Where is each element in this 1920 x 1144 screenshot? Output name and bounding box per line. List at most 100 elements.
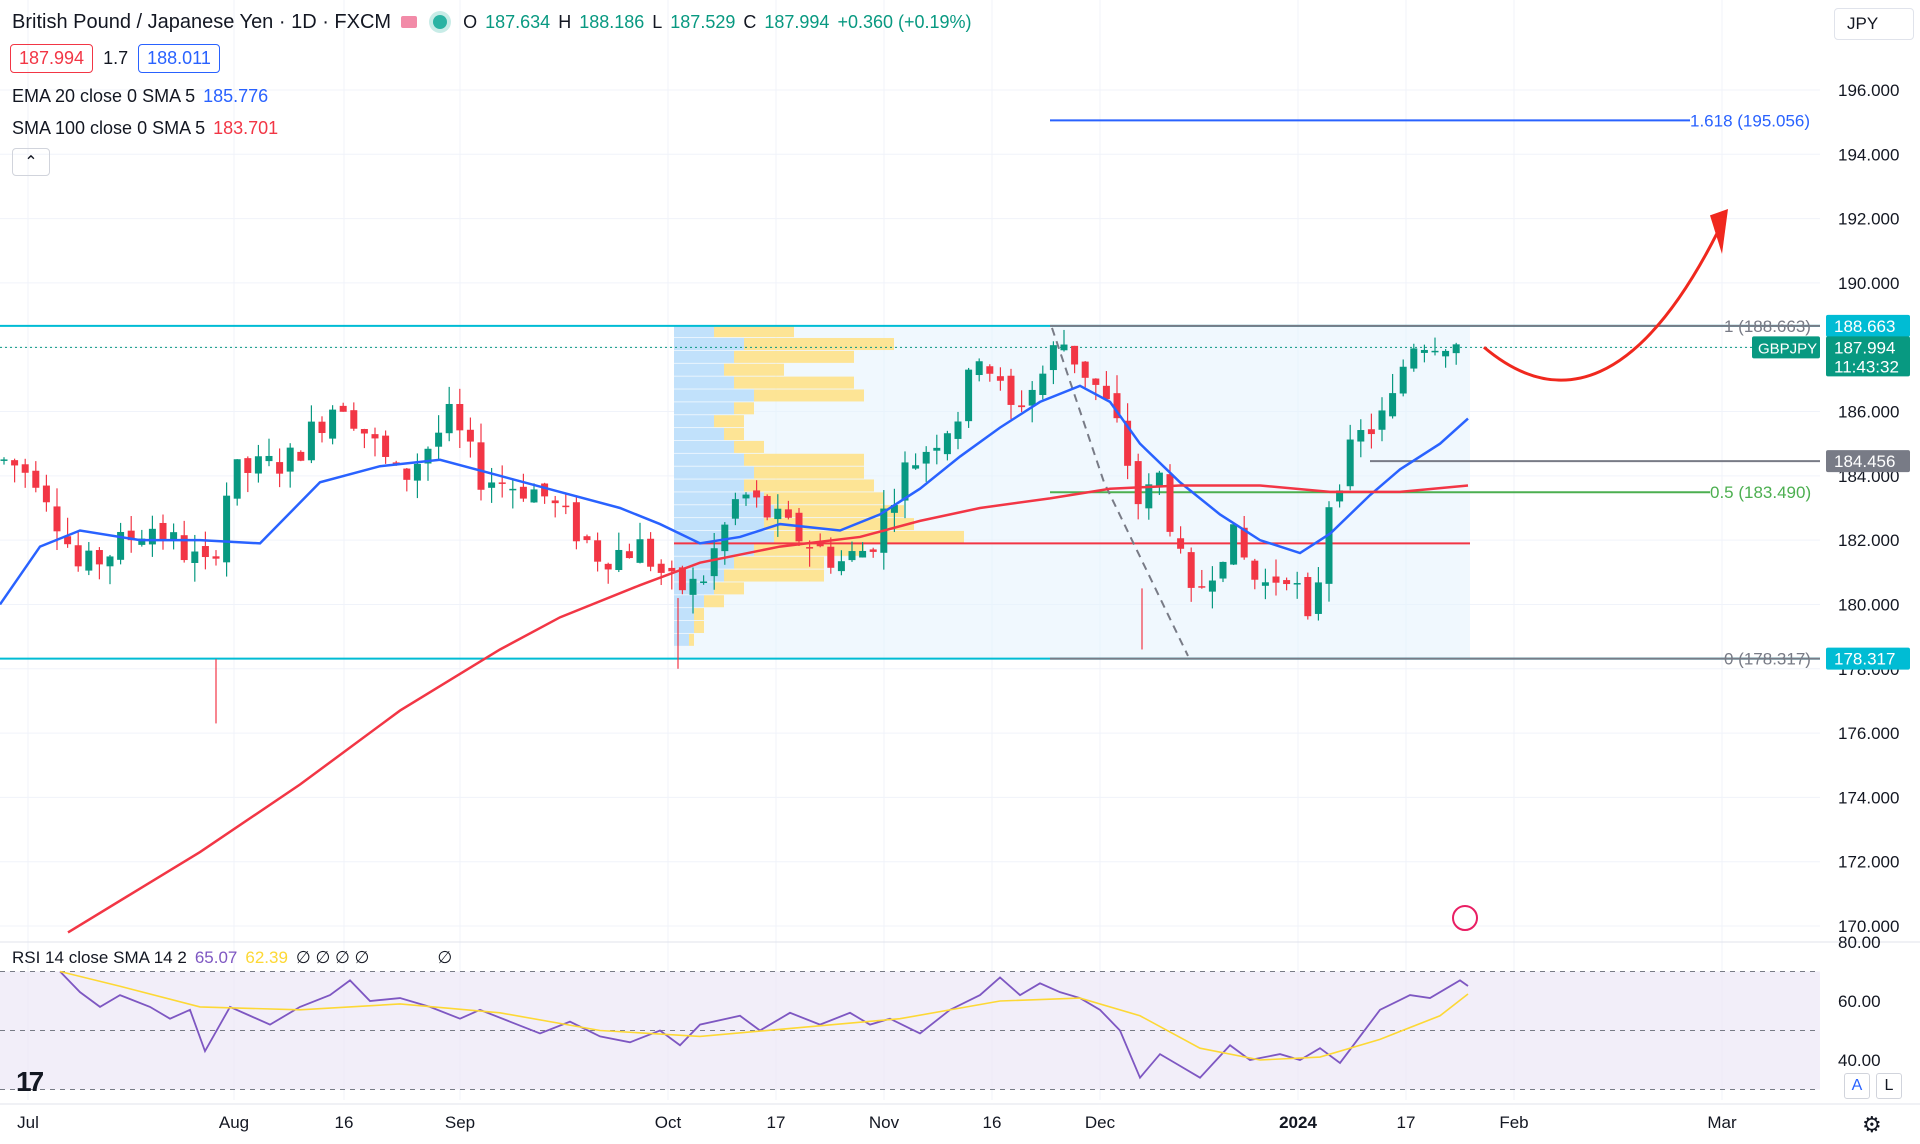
candle-body bbox=[244, 458, 252, 473]
volume-profile-bar bbox=[674, 350, 734, 363]
candle-body bbox=[615, 549, 623, 571]
candle-body bbox=[74, 545, 82, 567]
candle-body bbox=[519, 486, 527, 499]
symbol-title[interactable]: British Pound / Japanese Yen · 1D · FXCM bbox=[12, 10, 392, 33]
time-axis-label: Oct bbox=[655, 1113, 682, 1132]
time-axis-label: Dec bbox=[1085, 1113, 1116, 1132]
candle-body bbox=[933, 447, 941, 451]
candle-body bbox=[816, 543, 824, 547]
candle-body bbox=[1431, 350, 1439, 353]
collapse-legend-button[interactable]: ⌃ bbox=[12, 148, 50, 176]
volume-profile-bar bbox=[674, 428, 724, 441]
candle-body bbox=[551, 500, 559, 504]
time-axis-label: 2024 bbox=[1279, 1113, 1317, 1132]
volume-profile-bar bbox=[754, 389, 864, 402]
rsi-value: 65.07 bbox=[194, 948, 238, 967]
candle-body bbox=[859, 550, 867, 558]
projection-arrowhead bbox=[1710, 208, 1728, 254]
rsi-sma-line bbox=[59, 970, 1469, 1061]
countdown-tag: 11:43:32 bbox=[1834, 357, 1899, 376]
candle-body bbox=[265, 455, 273, 462]
rsi-tick-label: 40.00 bbox=[1838, 1051, 1881, 1070]
candle-body bbox=[986, 366, 994, 374]
high-value: 188.186 bbox=[579, 11, 645, 32]
volume-profile-bar bbox=[724, 569, 824, 582]
buy-price-button[interactable]: 188.011 bbox=[138, 44, 220, 73]
volume-profile-bar bbox=[734, 440, 764, 453]
volume-profile-bar bbox=[744, 479, 874, 492]
sma-value: 183.701 bbox=[213, 118, 279, 138]
candle-body bbox=[943, 433, 951, 455]
settings-gear-icon[interactable]: ⚙ bbox=[1862, 1112, 1882, 1137]
rsi-hidden-values: ∅ ∅ ∅ ∅ bbox=[295, 948, 370, 967]
candle-body bbox=[753, 490, 761, 498]
volume-profile-bar bbox=[724, 363, 784, 376]
candle-body bbox=[1007, 375, 1015, 405]
volume-profile-bar bbox=[674, 620, 694, 633]
candle-body bbox=[42, 485, 50, 503]
candle-body bbox=[276, 462, 284, 474]
price-tick-label: 190.000 bbox=[1838, 274, 1899, 293]
ema-line bbox=[0, 384, 1469, 606]
candle-body bbox=[922, 451, 930, 464]
candle-body bbox=[1124, 420, 1132, 466]
volume-profile-bar bbox=[714, 325, 794, 338]
rsi-tick-label: 60.00 bbox=[1838, 992, 1881, 1011]
spread-value: 1.7 bbox=[103, 48, 129, 68]
currency-selector[interactable]: JPY bbox=[1834, 8, 1914, 40]
candle-body bbox=[1399, 366, 1407, 394]
volume-profile-bar bbox=[734, 402, 754, 415]
candle-body bbox=[996, 376, 1004, 381]
candle-body bbox=[1071, 345, 1079, 365]
candle-body bbox=[53, 506, 61, 532]
volume-profile-bar bbox=[674, 505, 774, 518]
chart-header: British Pound / Japanese Yen · 1D · FXCM… bbox=[12, 8, 972, 36]
volume-profile-bar bbox=[774, 505, 904, 518]
price-axis bbox=[1820, 0, 1920, 1144]
rsi-legend[interactable]: RSI 14 close SMA 14 2 65.07 62.39 ∅ ∅ ∅ … bbox=[12, 948, 452, 968]
candle-body bbox=[254, 456, 262, 474]
candle-body bbox=[191, 551, 199, 563]
volume-profile-bar bbox=[674, 595, 704, 608]
log-scale-button[interactable]: L bbox=[1876, 1073, 1902, 1099]
volume-profile-bar bbox=[674, 608, 694, 621]
high-price-tag-box bbox=[1826, 314, 1910, 337]
tradingview-logo[interactable]: 17 bbox=[16, 1066, 44, 1097]
candle-body bbox=[774, 508, 782, 520]
sell-price-button[interactable]: 187.994 bbox=[10, 44, 94, 73]
candle-body bbox=[572, 502, 580, 542]
candle-body bbox=[297, 451, 305, 461]
candle-body bbox=[201, 546, 209, 558]
candle-body bbox=[965, 369, 973, 422]
candle-body bbox=[912, 465, 920, 469]
volume-profile-bar bbox=[674, 389, 754, 402]
ema-legend[interactable]: EMA 20 close 0 SMA 5 185.776 bbox=[12, 86, 268, 107]
candle-body bbox=[869, 549, 877, 552]
candle-body bbox=[95, 550, 103, 565]
fib-0-label: 0 (178.317) bbox=[1724, 650, 1811, 669]
open-key: O bbox=[463, 11, 478, 32]
candle-body bbox=[466, 429, 474, 442]
candle-body bbox=[85, 550, 93, 571]
volume-profile-bar bbox=[674, 376, 734, 389]
volume-profile-bar bbox=[724, 428, 744, 441]
candle-body bbox=[657, 563, 665, 573]
candle-body bbox=[1208, 580, 1216, 592]
candle-body bbox=[647, 538, 655, 567]
volume-profile-bar bbox=[674, 518, 764, 531]
open-value: 187.634 bbox=[485, 11, 551, 32]
auto-scale-button[interactable]: A bbox=[1844, 1073, 1870, 1099]
price-tick-label: 172.000 bbox=[1838, 853, 1899, 872]
rsi-sma-value: 62.39 bbox=[245, 948, 288, 967]
candle-body bbox=[1261, 582, 1269, 586]
volume-profile-bar bbox=[764, 492, 884, 505]
price-tick-label: 170.000 bbox=[1838, 917, 1899, 936]
sma-legend[interactable]: SMA 100 close 0 SMA 5 183.701 bbox=[12, 118, 278, 139]
flag-icon[interactable] bbox=[401, 16, 418, 28]
low-price-tag: 178.317 bbox=[1834, 650, 1895, 669]
candle-body bbox=[1336, 490, 1344, 502]
mid-price-tag: 184.456 bbox=[1834, 452, 1895, 471]
candle-body bbox=[583, 536, 591, 541]
price-tick-label: 182.000 bbox=[1838, 531, 1899, 550]
